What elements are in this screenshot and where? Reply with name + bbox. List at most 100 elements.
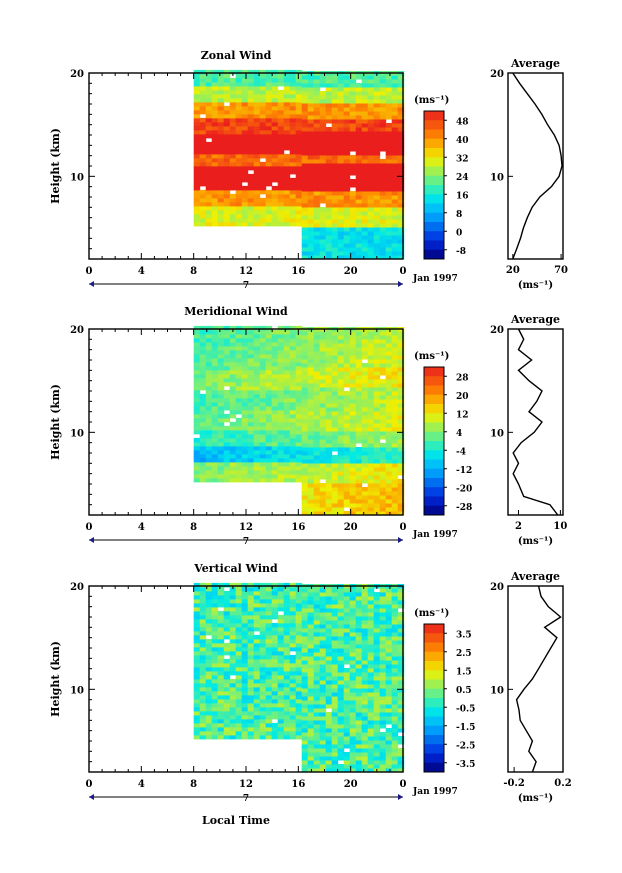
heatmap-cell: [361, 215, 369, 220]
heatmap-cell: [223, 477, 231, 483]
heatmap-cell: [331, 347, 339, 352]
heatmap-cell: [349, 644, 357, 649]
heatmap-cell: [307, 471, 315, 476]
heatmap-cell: [385, 479, 393, 484]
heatmap-cell: [193, 405, 201, 411]
heatmap-cell: [397, 187, 405, 192]
p1-colorbar-tick-label: 0: [456, 228, 462, 238]
heatmap-cell: [301, 367, 309, 372]
heatmap-cell: [271, 333, 279, 339]
heatmap-cell: [283, 590, 291, 596]
heatmap-cell: [307, 672, 315, 677]
heatmap-cell: [385, 459, 393, 464]
heatmap-cell: [247, 658, 255, 664]
heatmap-cell: [235, 165, 243, 171]
heatmap-cell: [235, 325, 243, 331]
heatmap-cell: [349, 339, 357, 344]
heatmap-cell: [193, 730, 201, 736]
heatmap-cell: [373, 616, 381, 621]
heatmap-cell: [313, 87, 321, 92]
heatmap-cell: [211, 473, 219, 479]
heatmap-cell: [289, 113, 297, 119]
heatmap-cell: [355, 243, 363, 248]
heatmap-cell: [325, 103, 333, 108]
heatmap-cell: [283, 129, 291, 135]
heatmap-cell: [199, 81, 207, 87]
heatmap-cell: [205, 345, 213, 351]
heatmap-cell: [343, 83, 351, 88]
heatmap-cell: [337, 359, 345, 364]
heatmap-cell: [355, 608, 363, 613]
p3-colorbar-swatch: [424, 698, 444, 708]
heatmap-cell: [319, 692, 327, 697]
heatmap-cell: [229, 157, 237, 163]
heatmap-cell: [397, 447, 405, 452]
heatmap-cell: [313, 455, 321, 460]
heatmap-cell: [337, 151, 345, 156]
heatmap-cell: [385, 592, 393, 597]
heatmap-cell: [307, 648, 315, 653]
heatmap-cell: [253, 726, 261, 732]
heatmap-cell: [385, 483, 393, 488]
p2-colorbar-tick-label: 4: [456, 429, 462, 439]
heatmap-cell: [193, 209, 201, 215]
heatmap-cell: [337, 748, 345, 753]
heatmap-cell: [397, 764, 405, 769]
heatmap-cell: [313, 183, 321, 188]
heatmap-cell: [217, 385, 225, 391]
heatmap-cell: [289, 718, 297, 724]
heatmap-cell: [319, 624, 327, 629]
heatmap-cell: [325, 431, 333, 436]
heatmap-cell: [325, 427, 333, 432]
heatmap-cell: [259, 85, 267, 91]
heatmap-cell: [229, 698, 237, 704]
heatmap-cell: [193, 626, 201, 632]
heatmap-cell: [331, 123, 339, 128]
heatmap-cell: [301, 195, 309, 200]
heatmap-cell: [199, 465, 207, 471]
heatmap-cell: [295, 694, 303, 700]
heatmap-cell: [319, 588, 327, 593]
heatmap-cell: [307, 195, 315, 200]
heatmap-cell: [349, 179, 357, 184]
heatmap-cell: [253, 682, 261, 688]
heatmap-cell: [301, 179, 309, 184]
heatmap-cell: [325, 179, 333, 184]
heatmap-cell: [229, 465, 237, 471]
heatmap-cell: [319, 219, 327, 224]
heatmap-cell: [319, 343, 327, 348]
heatmap-cell: [385, 684, 393, 689]
heatmap-cell: [235, 658, 243, 664]
heatmap-cell: [241, 461, 249, 467]
heatmap-cell: [289, 213, 297, 219]
heatmap-cell: [385, 103, 393, 108]
heatmap-cell: [325, 475, 333, 480]
heatmap-cell: [271, 606, 279, 612]
heatmap-cell: [271, 441, 279, 447]
heatmap-cell: [283, 429, 291, 435]
heatmap-cell: [325, 243, 333, 248]
heatmap-cell: [295, 129, 303, 135]
heatmap-cell: [331, 736, 339, 741]
heatmap-cell: [367, 107, 375, 112]
heatmap-cell: [265, 93, 273, 99]
heatmap-cell: [223, 453, 231, 459]
heatmap-cell: [259, 349, 267, 355]
heatmap-cell: [193, 345, 201, 351]
heatmap-cell: [325, 411, 333, 416]
heatmap-cell: [295, 81, 303, 87]
heatmap-cell: [241, 582, 249, 588]
heatmap-cell: [265, 630, 273, 636]
heatmap-cell: [199, 213, 207, 219]
heatmap-cell: [307, 171, 315, 176]
heatmap-cell: [331, 664, 339, 669]
heatmap-cell: [301, 407, 309, 412]
heatmap-cell: [385, 688, 393, 693]
heatmap-cell: [355, 483, 363, 488]
heatmap-cell: [349, 600, 357, 605]
heatmap-cell: [217, 706, 225, 712]
heatmap-cell: [199, 449, 207, 455]
heatmap-cell: [385, 612, 393, 617]
heatmap-cell: [229, 449, 237, 455]
heatmap-cell: [337, 91, 345, 96]
